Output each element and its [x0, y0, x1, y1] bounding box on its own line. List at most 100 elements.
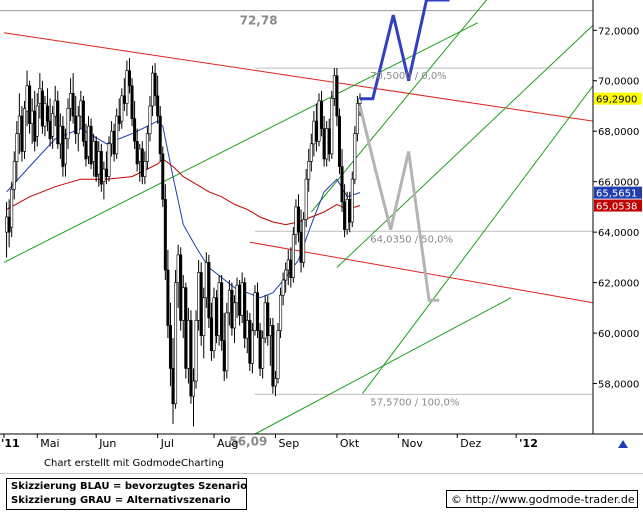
price-badge-label: 65,5651 — [596, 189, 637, 200]
candle-body — [79, 100, 83, 117]
candle-body — [122, 95, 126, 104]
candle-body — [12, 161, 16, 190]
annotation-label: 72,78 — [240, 14, 278, 28]
candle-body — [138, 148, 142, 162]
candle-body — [168, 325, 172, 369]
candle-body — [317, 100, 321, 142]
candle-body — [202, 297, 206, 336]
candle-body — [156, 95, 160, 117]
candle-body — [248, 320, 252, 364]
candlesticks — [5, 58, 362, 427]
footer-separator — [0, 473, 643, 474]
scenario-blau — [360, 0, 450, 101]
x-tick-label: Mai — [40, 437, 59, 450]
candle-body — [33, 110, 37, 142]
candle-body — [325, 128, 329, 160]
candle-body — [176, 254, 180, 283]
source-url[interactable]: © http://www.godmode-trader.de — [446, 490, 638, 508]
candle-body — [28, 85, 32, 124]
candle-body — [261, 337, 265, 369]
trendlines — [3, 0, 594, 435]
candle-body — [48, 120, 52, 140]
y-tick-label: 62,0000 — [598, 279, 639, 290]
chart-credit: Chart erstellt mit GodmodeCharting — [44, 458, 224, 469]
candle-body — [192, 380, 196, 397]
candle-body — [38, 88, 42, 104]
candle-body — [115, 115, 119, 155]
candle-body — [104, 168, 108, 177]
candle-body — [243, 282, 247, 339]
candle-body — [7, 216, 11, 233]
candle-body — [22, 108, 26, 152]
y-tick-label: 72,0000 — [598, 26, 639, 37]
candle-body — [217, 282, 221, 336]
candle-body — [268, 325, 272, 336]
candle-body — [127, 70, 131, 87]
candle-body — [350, 178, 354, 223]
candle-body — [66, 108, 70, 140]
arrow-marker-icon — [618, 440, 628, 448]
candle-body — [110, 130, 114, 145]
y-tick-label: 60,0000 — [598, 329, 639, 340]
candle-body — [281, 279, 285, 296]
candle-body — [212, 297, 216, 352]
candle-body — [294, 206, 298, 235]
candle-body — [345, 199, 349, 230]
candle-body — [273, 378, 277, 387]
candle-body — [266, 302, 270, 336]
x-tick-label: '12 — [519, 437, 538, 450]
candle-body — [335, 75, 339, 117]
legend-blue: Skizzierung BLAU = bevorzugtes Szenario — [11, 481, 248, 492]
candle-body — [87, 125, 91, 157]
candle-body — [46, 105, 50, 122]
candle-body — [125, 70, 129, 104]
candle-body — [271, 325, 275, 387]
candle-body — [197, 272, 201, 321]
candle-body — [179, 254, 183, 321]
candle-body — [130, 85, 134, 119]
candle-body — [81, 100, 85, 142]
candle-body — [304, 178, 308, 220]
annotation-label: 57,5700 / 100,0% — [370, 397, 459, 408]
candle-body — [76, 115, 80, 135]
candle-body — [215, 297, 219, 336]
x-tick-label: Okt — [340, 437, 360, 450]
candle-body — [220, 282, 224, 341]
candle-body — [348, 199, 352, 223]
annotation-label: 64,0350 / 50,0% — [370, 234, 453, 245]
candle-body — [225, 312, 229, 372]
candle-body — [209, 317, 213, 352]
candle-body — [163, 199, 167, 271]
scenario-grau — [358, 105, 440, 302]
candle-body — [148, 105, 152, 135]
candle-body — [235, 284, 239, 304]
candle-body — [25, 85, 29, 112]
candle-body — [15, 133, 19, 162]
candle-body — [35, 105, 39, 137]
y-tick-label: 66,0000 — [598, 178, 639, 189]
candle-body — [117, 115, 121, 124]
candle-body — [258, 330, 262, 369]
candle-body — [207, 262, 211, 319]
candle-body — [74, 115, 78, 135]
candle-body — [107, 143, 111, 177]
candle-body — [153, 72, 157, 97]
x-tick-label: Jun — [98, 437, 116, 450]
trendline — [336, 24, 594, 268]
candle-body — [322, 128, 326, 160]
candle-body — [56, 100, 60, 145]
candle-body — [69, 93, 73, 109]
annotation-label: 56,09 — [229, 435, 267, 449]
candle-body — [99, 151, 103, 185]
candle-body — [20, 115, 24, 152]
trendline — [249, 241, 594, 304]
candle-body — [250, 330, 254, 364]
candle-body — [97, 151, 101, 175]
candle-body — [10, 188, 14, 228]
candle-body — [355, 103, 359, 135]
candle-body — [307, 161, 311, 180]
price-badge — [594, 199, 642, 212]
candle-body — [174, 282, 178, 405]
candle-body — [279, 294, 283, 331]
candle-body — [145, 133, 149, 162]
